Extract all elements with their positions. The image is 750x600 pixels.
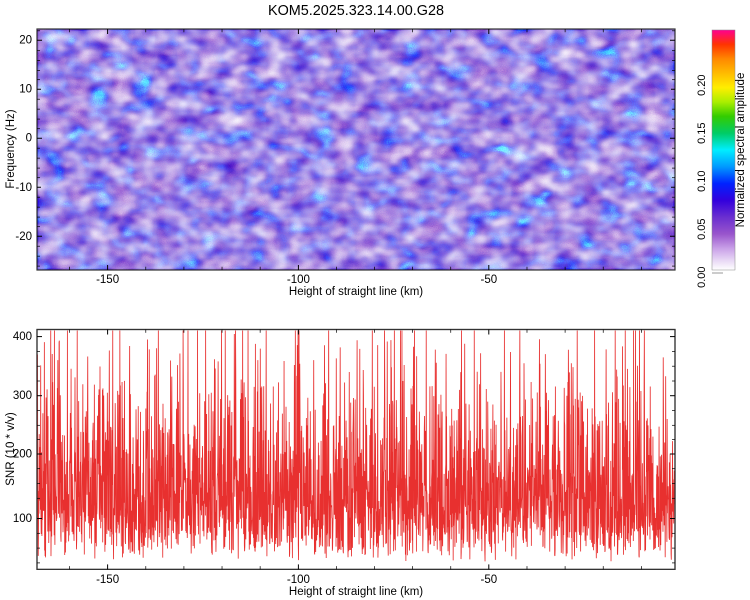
svg-text:-150: -150 [96,574,119,586]
svg-text:SNR (10 * v/v): SNR (10 * v/v) [5,412,17,486]
svg-text:300: 300 [13,390,32,402]
svg-text:-50: -50 [480,574,497,586]
svg-text:Height of straight line (km): Height of straight line (km) [289,586,423,598]
svg-text:400: 400 [13,331,32,343]
svg-text:-100: -100 [287,574,310,586]
svg-text:100: 100 [13,513,32,525]
